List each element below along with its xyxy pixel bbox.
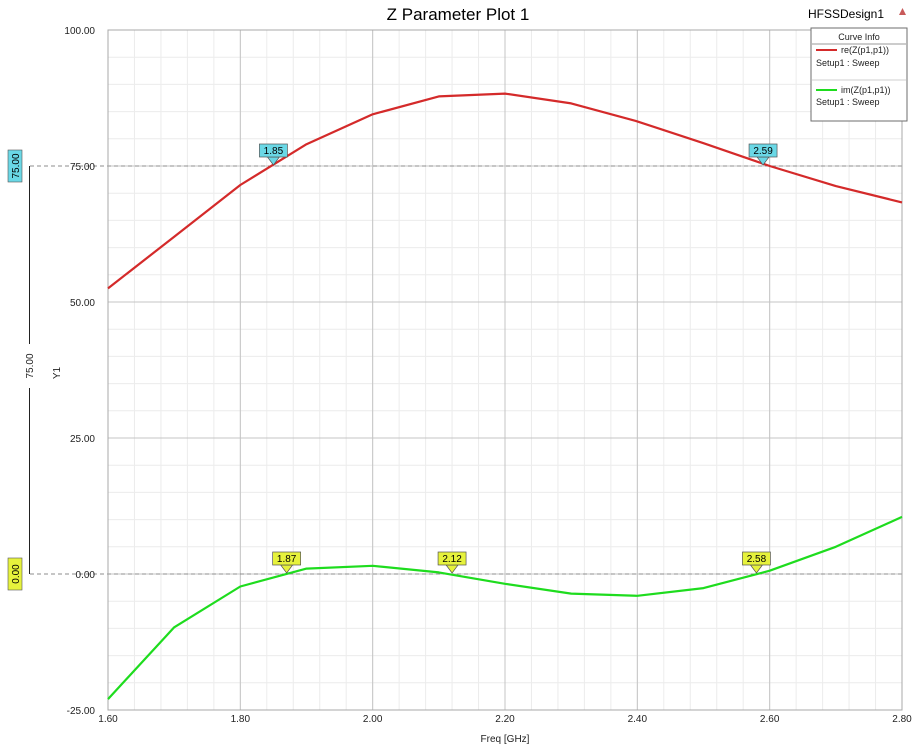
x-tick-label: 2.80 — [892, 714, 912, 725]
marker-box — [742, 551, 771, 566]
marker-box — [272, 551, 301, 566]
chart-title: Z Parameter Plot 1 — [387, 5, 530, 24]
series-line-1 — [107, 515, 903, 700]
marker-label: 2.58 — [747, 554, 767, 565]
marker[interactable]: 1.85 — [259, 143, 288, 166]
marker[interactable]: 1.87 — [272, 551, 301, 574]
reference-value-label: 0.00 — [11, 564, 22, 584]
marker-label: 2.59 — [753, 146, 773, 157]
marker[interactable]: 2.59 — [748, 143, 778, 166]
y-tick-label: -25.00 — [67, 706, 96, 717]
plot-frame — [107, 29, 903, 711]
legend-setup-re: Setup1 : Sweep — [816, 58, 880, 68]
reference-value-label: 75.00 — [11, 153, 22, 178]
side-axis-label: 75.00 — [25, 353, 36, 378]
x-tick-label: 1.60 — [98, 714, 118, 725]
reference-value-tag — [7, 149, 23, 183]
y-tick-label: 50.00 — [70, 298, 95, 309]
legend[interactable]: Curve Info re(Z(p1,p1)) Setup1 : Sweep i… — [810, 27, 908, 122]
reference-value-tag — [7, 557, 23, 591]
triangle-logo-icon — [899, 8, 906, 15]
marker-layer: 1.85 2.59 1.87 2.12 2.58 — [259, 143, 778, 574]
marker[interactable]: 2.12 — [437, 551, 467, 574]
marker-label: 1.87 — [277, 554, 297, 565]
y-tick-label: 75.00 — [70, 162, 95, 173]
marker-label: 1.85 — [264, 146, 284, 157]
marker[interactable]: 2.58 — [742, 551, 771, 574]
marker-pointer — [445, 564, 459, 574]
y-tick-label: 25.00 — [70, 434, 95, 445]
legend-title: Curve Info — [838, 32, 880, 42]
y-tick-label: 0.00 — [76, 570, 96, 581]
x-axis-label: Freq [GHz] — [481, 734, 530, 745]
x-tick-label: 2.20 — [495, 714, 515, 725]
legend-setup-im: Setup1 : Sweep — [816, 97, 880, 107]
x-tick-label: 2.40 — [628, 714, 648, 725]
series-line-0 — [107, 92, 903, 290]
marker-box — [437, 551, 467, 566]
marker-box — [259, 143, 288, 158]
marker-pointer — [749, 564, 764, 574]
legend-entry-re: re(Z(p1,p1)) — [841, 45, 889, 55]
y-axis-label: Y1 — [52, 366, 63, 379]
tick-labels: 1.60 1.80 2.00 2.20 2.40 2.60 2.80 -25.00 0.00 25… — [64, 26, 912, 725]
marker-label: 2.12 — [442, 554, 462, 565]
legend-entry-im: im(Z(p1,p1)) — [841, 85, 891, 95]
reference-lines: 75.00 0.00 — [7, 149, 902, 591]
marker-box — [748, 143, 778, 158]
x-tick-label: 2.00 — [363, 714, 383, 725]
x-tick-label: 1.80 — [231, 714, 251, 725]
design-name: HFSSDesign1 — [808, 7, 884, 21]
marker-pointer — [756, 156, 770, 166]
y-tick-label: 100.00 — [64, 26, 95, 37]
series-layer — [107, 92, 903, 700]
major-grid — [107, 29, 903, 711]
x-tick-label: 2.60 — [760, 714, 780, 725]
